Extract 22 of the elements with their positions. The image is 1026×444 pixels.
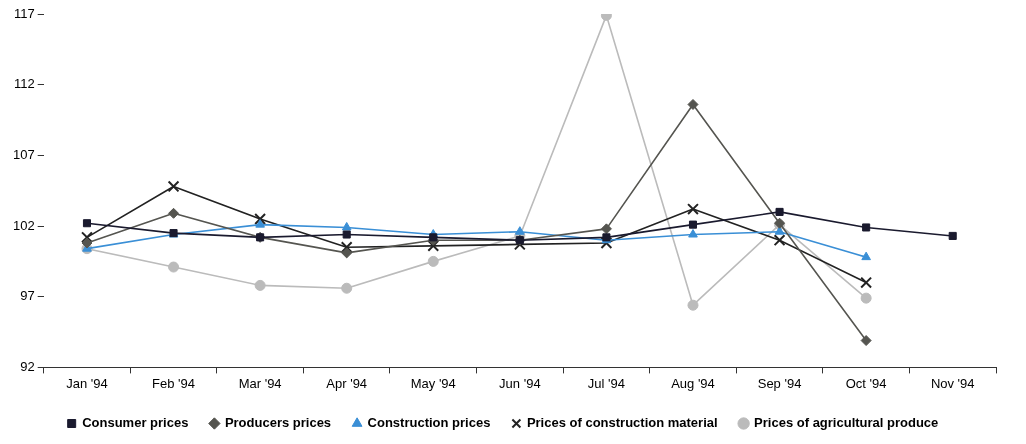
y-tick-label: 92 [20, 358, 35, 374]
y-tick-label: 97 [20, 288, 35, 304]
x-tick-label: Sep '94 [757, 375, 802, 391]
x-tick-label: Jun '94 [499, 375, 541, 391]
y-tick-label: 107 [12, 146, 35, 162]
y-tick-label: 112 [13, 76, 35, 92]
x-tick-label: Apr '94 [326, 375, 368, 391]
legend-label: Construction prices [367, 415, 491, 431]
legend-label: Prices of construction material [526, 415, 718, 431]
x-tick-label: Jul '94 [587, 375, 625, 391]
y-tick-label: 102 [12, 217, 35, 233]
legend-label: Consumer prices [82, 415, 189, 431]
x-tick-label: Aug '94 [671, 375, 715, 391]
x-tick-label: Nov '94 [930, 375, 975, 391]
legend-label: Producers prices [224, 415, 332, 431]
y-tick-label: 117 [13, 5, 35, 21]
x-tick-label: May '94 [410, 375, 456, 391]
legend-label: Prices of agricultural produce [754, 415, 939, 431]
x-tick-label: Feb '94 [152, 375, 196, 391]
x-tick-label: Oct '94 [845, 375, 887, 391]
x-tick-label: Jan '94 [66, 375, 108, 391]
x-tick-label: Mar '94 [238, 375, 282, 391]
